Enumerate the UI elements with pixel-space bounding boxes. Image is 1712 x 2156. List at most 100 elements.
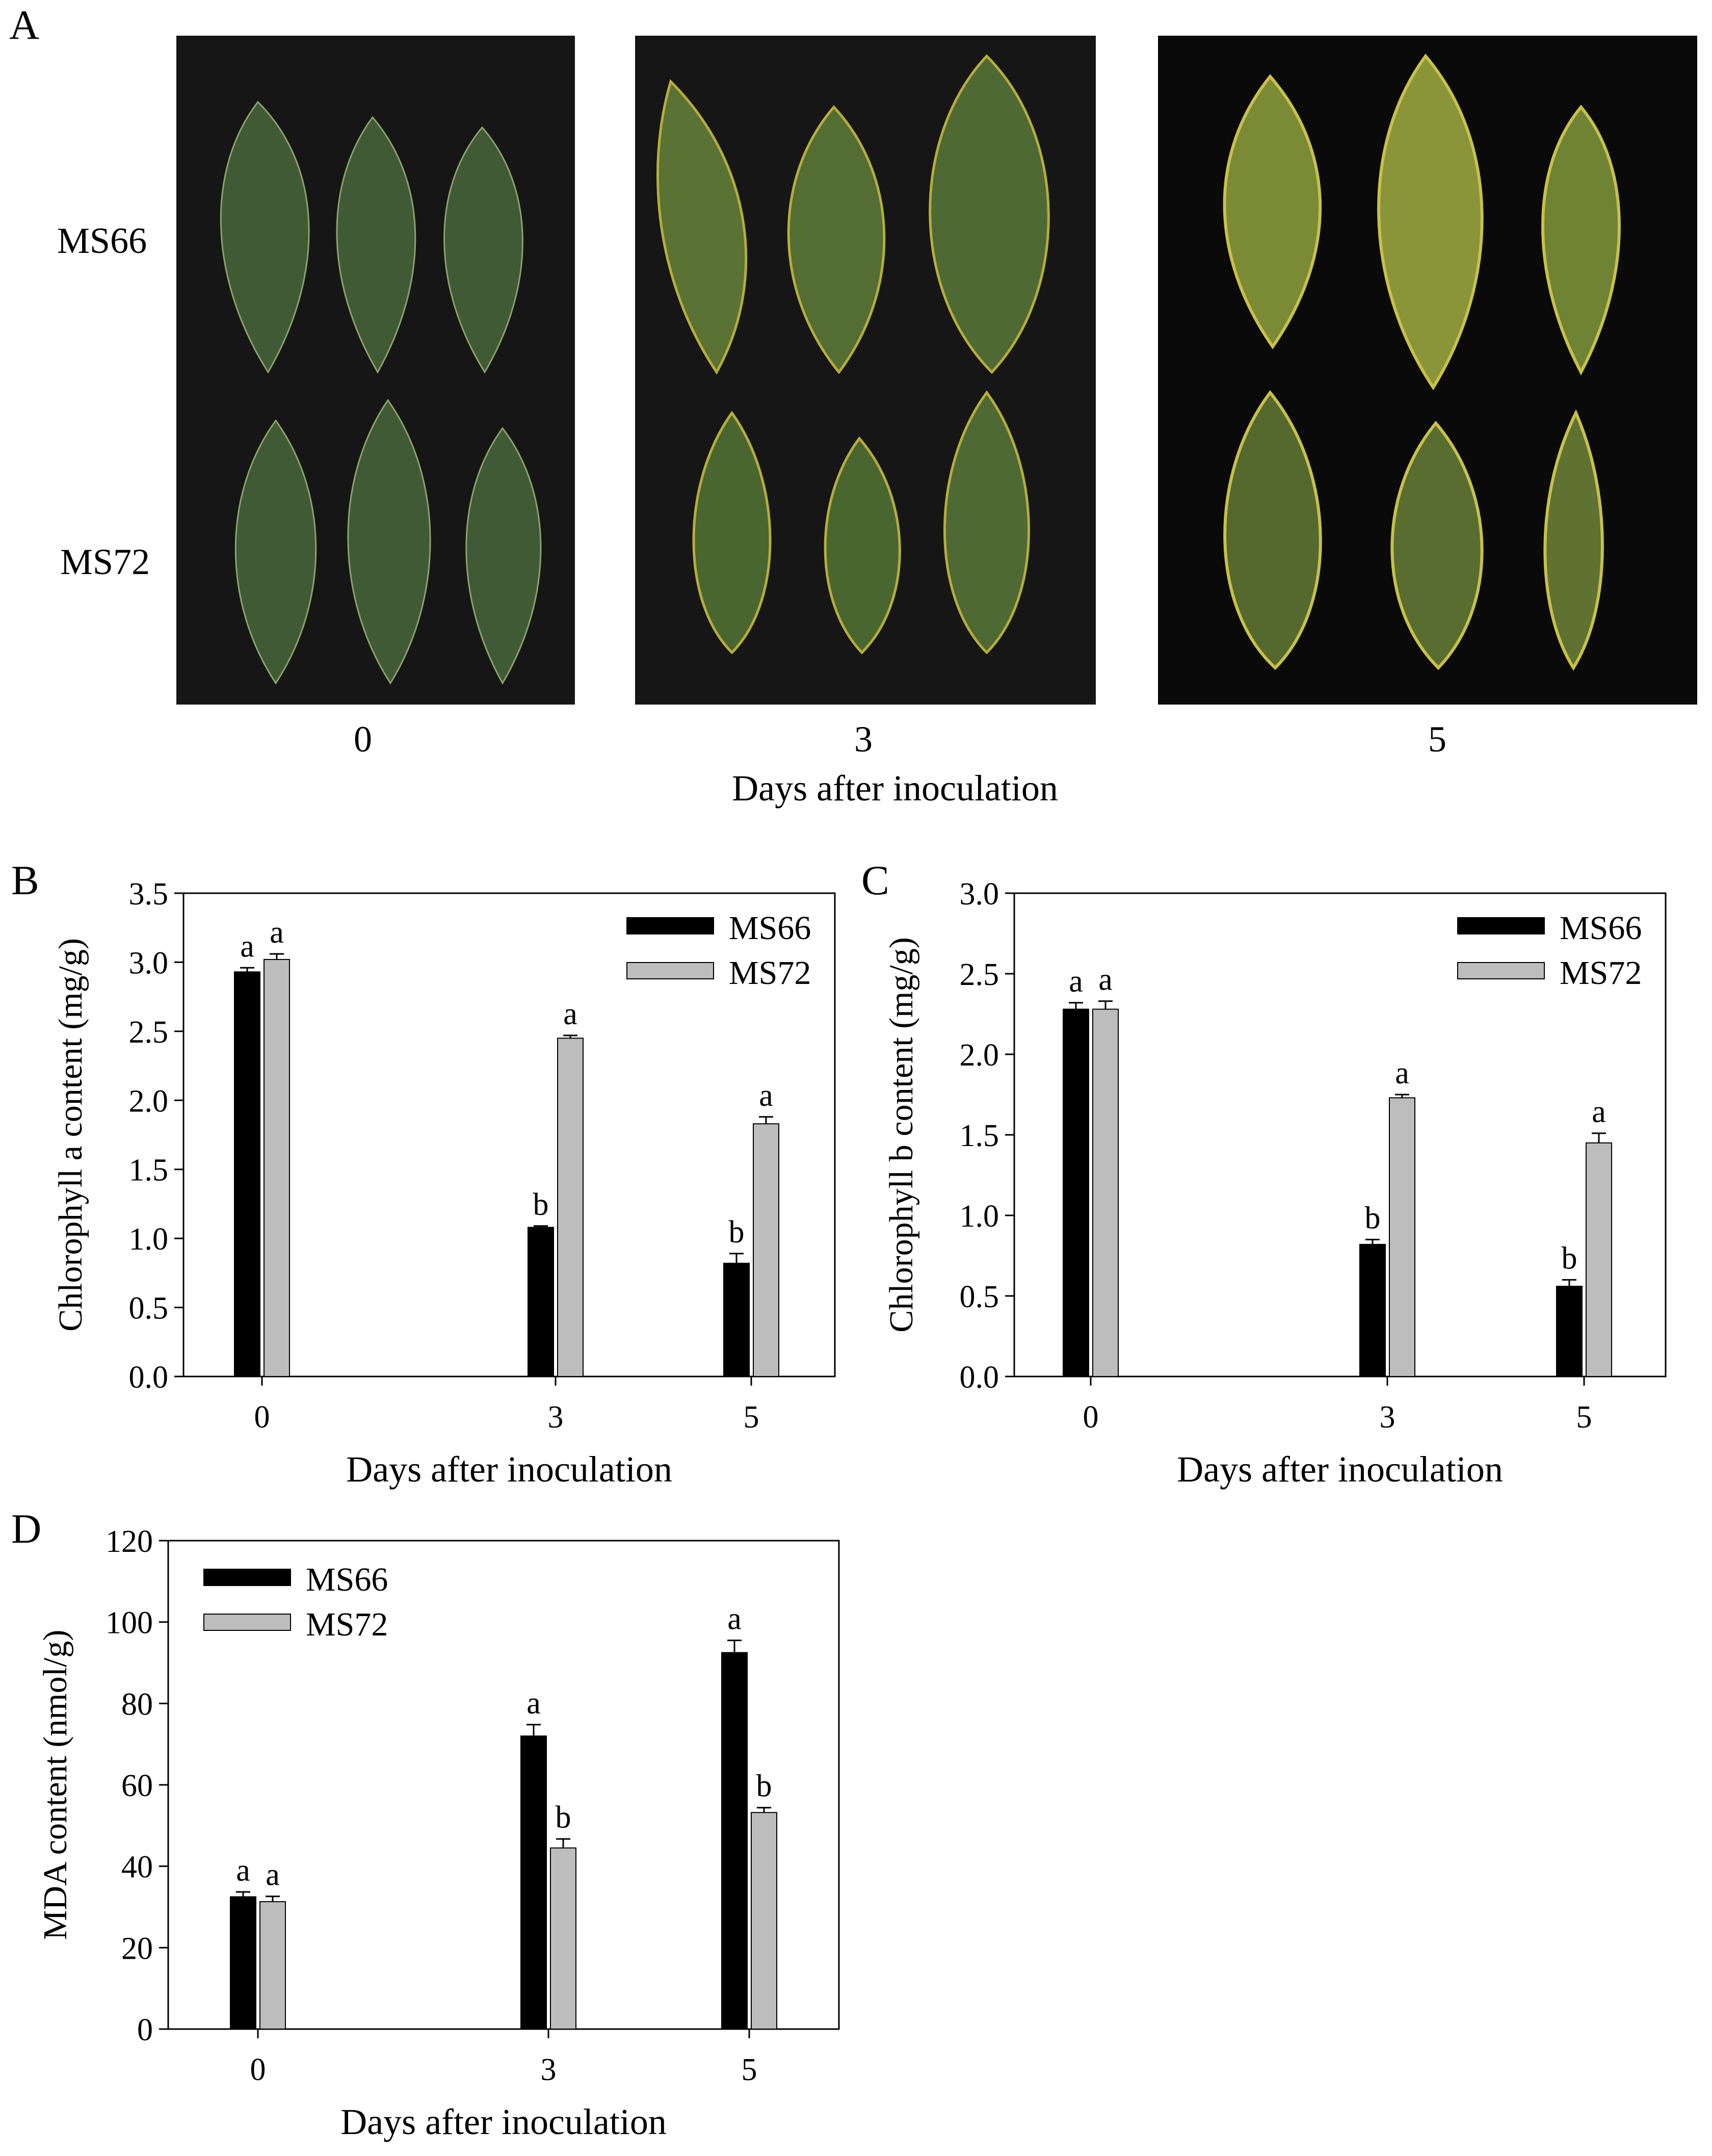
chart-c-bar-ms72-3 <box>1389 1097 1415 1378</box>
chart-d-x-tick-label: 5 <box>742 2053 757 2087</box>
chart-d-significance-letter: b <box>756 1769 772 1804</box>
chart-c-significance-letter: a <box>1592 1095 1606 1129</box>
chart-d-bar-ms66-3 <box>520 1735 547 2030</box>
chart-b-bar-ms66-3 <box>528 1227 554 1378</box>
chart-d-significance-letter: a <box>727 1602 742 1637</box>
chart-d-x-tick-label: 0 <box>250 2053 266 2087</box>
panel-a-letter: A <box>9 2 40 48</box>
chart-d-bar-ms66-5 <box>721 1652 748 2030</box>
chart-b-legend-label-ms66: MS66 <box>729 910 811 947</box>
chart-b-significance-letter: b <box>729 1215 745 1250</box>
chart-d-bar-ms72-3 <box>550 1847 576 2030</box>
chart-b-y-tick-label: 1.5 <box>129 1153 169 1188</box>
chart-c-significance-letter: a <box>1069 964 1083 999</box>
chart-b-significance-letter: a <box>759 1078 773 1113</box>
chart-b-y-axis-label: Chlorophyll a content (mg/g) <box>52 938 89 1332</box>
chart-c-y-tick-label: 0.5 <box>960 1280 999 1314</box>
chart-b-y-tick-label: 2.0 <box>129 1084 169 1119</box>
chart-c-significance-letter: b <box>1562 1241 1577 1276</box>
chart-b-significance-letter: b <box>533 1187 549 1222</box>
row-label-ms72: MS72 <box>60 541 150 582</box>
chart-c-plot-frame <box>1013 892 1667 1378</box>
chart-b-x-axis-label: Days after inoculation <box>346 1449 672 1490</box>
chart-b-y-tick-label: 0.5 <box>129 1291 169 1326</box>
chart-c-legend-swatch-ms72 <box>1457 962 1545 979</box>
chart-d-legend-swatch-ms72 <box>203 1614 291 1631</box>
chart-c-y-tick-label: 0.0 <box>960 1360 999 1395</box>
chart-c-y-tick-label: 1.5 <box>960 1119 999 1153</box>
chart-b-bar-ms72-5 <box>753 1123 779 1378</box>
chart-c-group: 0.0 0.5 1.0 1.5 2.0 2.5 3.0 0 3 5 Days after inocu… <box>883 877 1667 1490</box>
row-label-ms66: MS66 <box>57 220 147 261</box>
chart-b-legend-swatch-ms66 <box>626 917 714 934</box>
chart-b-plot-frame <box>182 892 836 1378</box>
chart-b-y-tick-label: 0.0 <box>129 1360 169 1395</box>
chart-c-bar-ms72-0 <box>1092 1008 1119 1377</box>
chart-d-bar-ms66-0 <box>230 1896 256 2030</box>
chart-d-significance-letter: a <box>236 1853 250 1888</box>
chart-d-x-tick-label: 3 <box>541 2053 557 2087</box>
chart-c-legend-label-ms72: MS72 <box>1560 954 1642 992</box>
chart-d-plot-frame <box>167 1540 840 2030</box>
chart-b-x-tick-label: 5 <box>744 1400 759 1435</box>
chart-c-significance-letter: a <box>1098 963 1113 997</box>
leaf-photo-day-5 <box>1158 36 1697 705</box>
chart-b-significance-letter: a <box>563 997 577 1031</box>
chart-c-x-tick-label: 3 <box>1380 1400 1395 1435</box>
chart-d-legend-label-ms72: MS72 <box>306 1606 388 1643</box>
chart-b-x-tick-label: 3 <box>548 1400 564 1435</box>
leaf-photo-day-0 <box>176 36 575 705</box>
chart-d-group: 0 20 40 60 80 100 120 0 3 5 Days after inoculation… <box>37 1524 840 2142</box>
panel-c-letter: C <box>861 857 889 903</box>
chart-d-y-tick-label: 80 <box>121 1687 153 1722</box>
chart-d-legend-swatch-ms66 <box>203 1569 291 1586</box>
chart-c-legend-label-ms66: MS66 <box>1560 910 1642 947</box>
chart-d-y-tick-label: 60 <box>121 1769 153 1803</box>
chart-b-y-tick-label: 3.0 <box>129 946 169 980</box>
chart-d-y-tick-label: 40 <box>121 1850 153 1885</box>
chart-b-x-tick-label: 0 <box>254 1400 270 1435</box>
chart-d-y-tick-label: 120 <box>106 1524 153 1559</box>
chart-c-y-tick-label: 3.0 <box>960 877 999 912</box>
chart-b-group: 0.0 0.5 1.0 1.5 2.0 2.5 3.0 3.5 0 3 5 Days after in… <box>52 877 836 1490</box>
chart-c-legend-swatch-ms66 <box>1457 917 1545 934</box>
chart-b-bar-ms72-3 <box>557 1037 584 1377</box>
day-label-3: 3 <box>854 719 873 760</box>
chart-c-bar-ms66-5 <box>1556 1286 1583 1378</box>
chart-d-bar-ms72-5 <box>751 1812 777 2030</box>
chart-b-legend-swatch-ms72 <box>626 962 714 979</box>
chart-b-y-tick-label: 1.0 <box>129 1222 169 1257</box>
chart-c-bar-ms66-0 <box>1063 1008 1089 1377</box>
chart-b-bar-ms66-0 <box>234 971 260 1377</box>
chart-d-legend-label-ms66: MS66 <box>306 1561 388 1598</box>
chart-d-y-tick-label: 100 <box>106 1606 153 1641</box>
chart-d-y-tick-label: 0 <box>137 2013 153 2047</box>
panel-a-x-axis-label: Days after inoculation <box>732 768 1058 809</box>
chart-b-bar-ms72-0 <box>264 959 290 1378</box>
chart-b-legend-label-ms72: MS72 <box>729 954 811 992</box>
chart-c-y-tick-label: 2.0 <box>960 1038 999 1073</box>
chart-c-x-tick-label: 0 <box>1083 1400 1099 1435</box>
chart-d-significance-letter: a <box>266 1858 280 1892</box>
chart-d-significance-letter: b <box>556 1800 571 1835</box>
day-label-0: 0 <box>354 719 372 760</box>
day-label-5: 5 <box>1428 719 1446 760</box>
chart-b-significance-letter: a <box>240 929 254 964</box>
chart-b-significance-letter: a <box>270 915 284 950</box>
panel-d-letter: D <box>11 1505 42 1552</box>
chart-d-y-tick-label: 20 <box>121 1931 153 1966</box>
chart-d-x-axis-label: Days after inoculation <box>340 2101 667 2142</box>
leaf-photo-day-3-image <box>635 36 1096 705</box>
chart-c-bar-ms66-3 <box>1359 1243 1386 1377</box>
chart-c-significance-letter: b <box>1365 1201 1381 1235</box>
leaf-photo-day-3 <box>635 36 1096 705</box>
chart-b-y-tick-label: 2.5 <box>129 1015 169 1050</box>
chart-c-x-axis-label: Days after inoculation <box>1177 1449 1503 1490</box>
chart-d-bar-ms72-0 <box>259 1901 286 2030</box>
chart-c-bar-ms72-5 <box>1586 1142 1612 1378</box>
leaf-photo-day-0-image <box>176 36 575 705</box>
panel-b-letter: B <box>11 857 39 903</box>
chart-c-y-tick-label: 2.5 <box>960 957 999 992</box>
chart-c-significance-letter: a <box>1395 1056 1409 1090</box>
chart-c-x-tick-label: 5 <box>1576 1400 1592 1435</box>
